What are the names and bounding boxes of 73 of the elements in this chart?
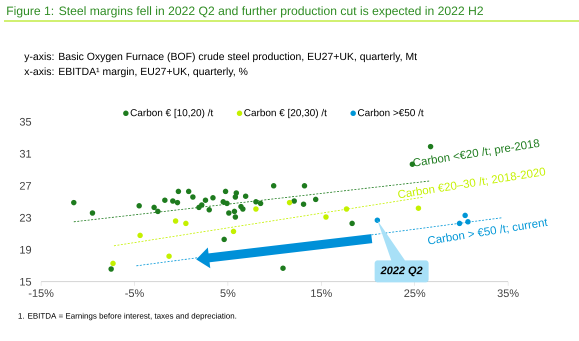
- point: [221, 236, 227, 242]
- y-tick-label: 19: [20, 246, 32, 254]
- point: [280, 265, 286, 271]
- point: [176, 188, 182, 194]
- point: [416, 205, 422, 211]
- y-tick-label: 35: [20, 118, 32, 126]
- point: [300, 201, 306, 207]
- point: [108, 266, 114, 272]
- y-tick-label: 27: [20, 182, 32, 190]
- point: [90, 210, 96, 216]
- point: [172, 218, 178, 224]
- point: [151, 204, 157, 210]
- point: [258, 200, 264, 206]
- y-tick-label: 15: [20, 278, 32, 286]
- point: [456, 220, 462, 226]
- point: [374, 217, 380, 223]
- x-tick-label: 25%: [404, 289, 426, 298]
- x-tick-label: 5%: [220, 289, 236, 298]
- point: [270, 183, 276, 189]
- point: [202, 197, 208, 203]
- point: [206, 207, 212, 213]
- point: [155, 208, 161, 214]
- point: [232, 214, 238, 220]
- point: [110, 260, 116, 266]
- text: y-axis: Basic Oxygen Furnace (BOF) crude steel production, EU27+UK, quarterly, Mt: [24, 52, 417, 62]
- point: [166, 253, 172, 259]
- point: [186, 188, 192, 194]
- x-tick-label: 35%: [498, 289, 519, 298]
- point: [199, 202, 204, 208]
- chart-title: Figure 1: Steel margins fell in 2022 Q2 and further production cut is expected in 2022 H2: [7, 6, 483, 18]
- x-tick-label: 15%: [311, 289, 332, 298]
- point: [174, 200, 180, 206]
- annotation: Carbon €20–30 /t; 2018-2020: [398, 168, 546, 198]
- point: [462, 212, 468, 218]
- point: [226, 210, 232, 216]
- point: [242, 193, 248, 199]
- point: [71, 200, 77, 206]
- point: [312, 196, 318, 202]
- point: [162, 197, 168, 203]
- point: [286, 200, 292, 206]
- point: [137, 232, 143, 238]
- point: [220, 199, 226, 205]
- point: [210, 195, 216, 201]
- legend-label: Carbon € [10,20) /t: [130, 108, 214, 118]
- point: [323, 214, 329, 220]
- y-tick-label: 23: [20, 214, 32, 222]
- point: [465, 219, 471, 225]
- annotation: 2022 Q2: [380, 266, 423, 276]
- point: [190, 194, 196, 200]
- x-tick-label: -15%: [28, 289, 54, 298]
- point: [230, 228, 236, 234]
- point: [240, 206, 246, 212]
- y-tick-label: 31: [20, 150, 32, 158]
- legend-label: Carbon >€50 /t: [358, 108, 424, 116]
- point: [253, 206, 259, 212]
- point: [344, 206, 350, 212]
- point: [222, 188, 228, 194]
- annotation: Carbon <€20 /t; pre-2018: [413, 139, 540, 166]
- legend-label: Carbon € [20,30) /t: [244, 108, 327, 118]
- point: [291, 198, 297, 204]
- text: x-axis: EBITDA¹ margin, EU27+UK, quarterly, %: [24, 67, 248, 78]
- point: [224, 200, 230, 206]
- annotation: Carbon > €50 /t; current: [428, 218, 548, 244]
- point: [302, 183, 308, 189]
- point: [349, 220, 355, 226]
- point: [136, 203, 142, 209]
- point: [428, 144, 434, 150]
- point: [170, 198, 176, 204]
- point: [232, 208, 238, 214]
- point: [253, 199, 259, 205]
- x-tick-label: -5%: [125, 289, 144, 298]
- point: [234, 190, 240, 196]
- point: [183, 220, 189, 226]
